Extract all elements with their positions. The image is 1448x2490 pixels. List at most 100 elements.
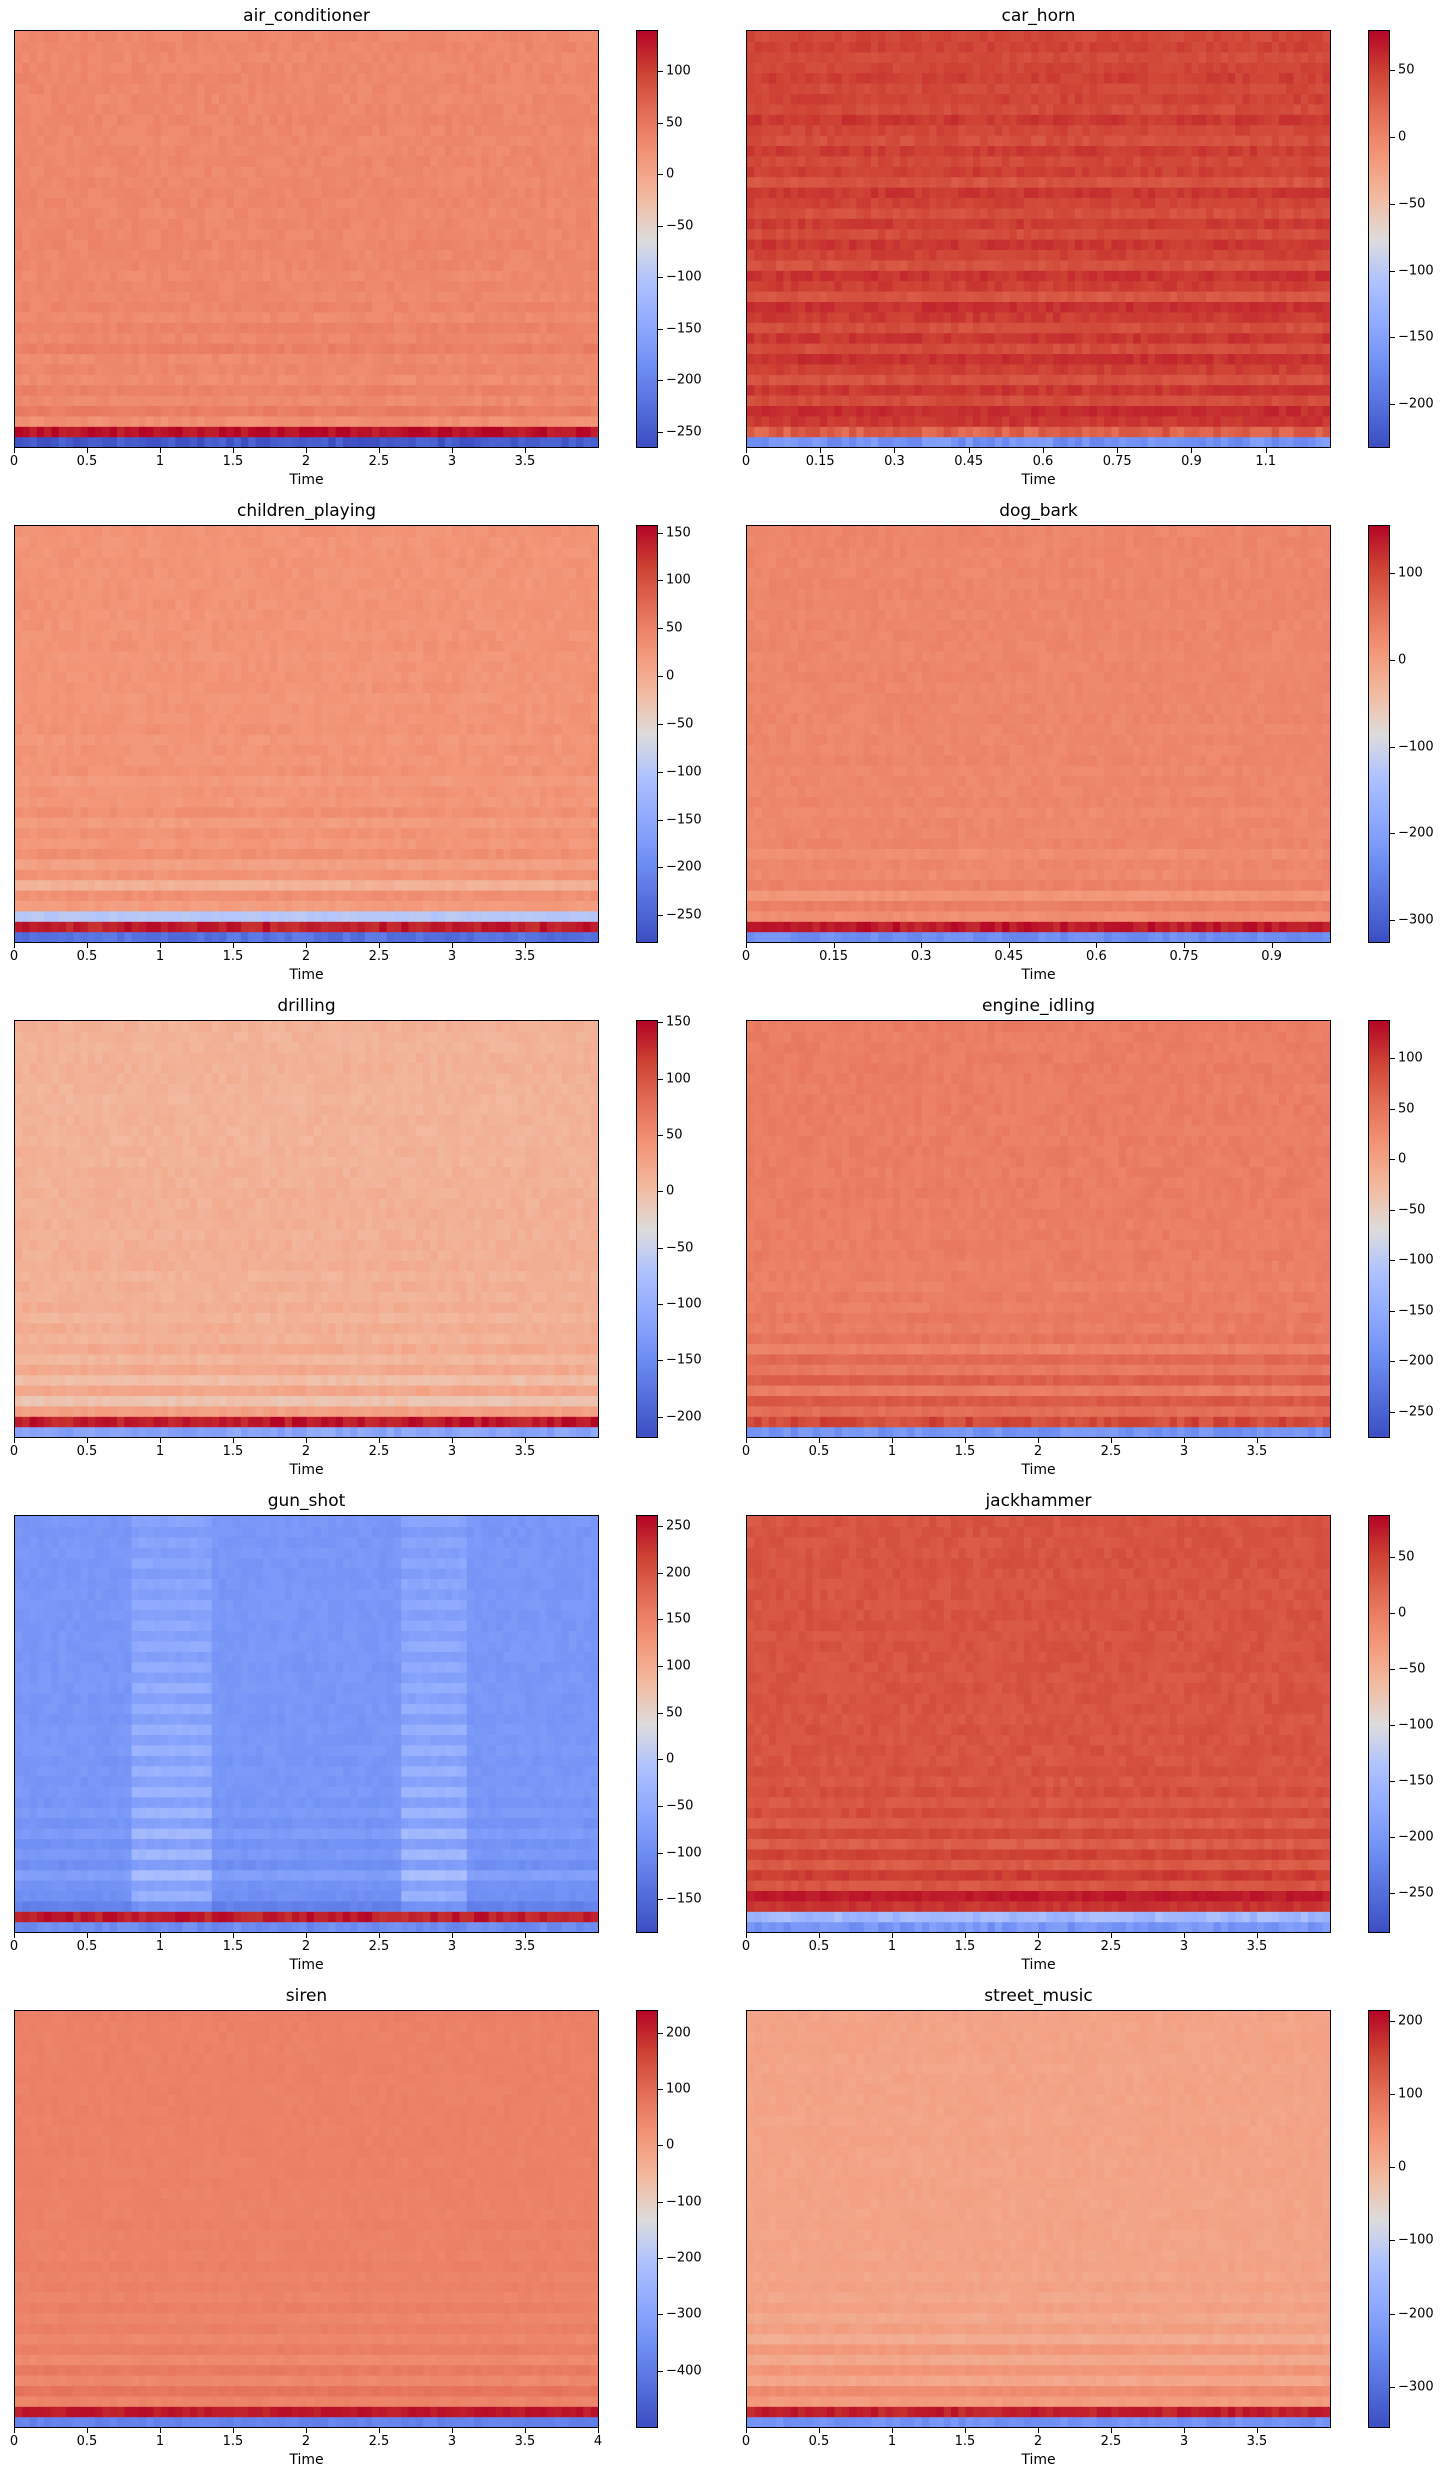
heatmap-cell xyxy=(1191,332,1200,344)
heatmap-cell xyxy=(754,436,763,447)
heatmap-cell xyxy=(44,426,53,438)
heatmap-cell xyxy=(226,72,235,84)
heatmap-cell xyxy=(849,270,857,282)
heatmap-cell xyxy=(980,343,989,354)
heatmap-cell xyxy=(892,405,901,417)
heatmap-cell xyxy=(1060,259,1069,271)
heatmap-cell xyxy=(510,395,519,406)
heatmap-cell xyxy=(335,103,344,115)
heatmap-cell xyxy=(160,384,169,396)
heatmap-cell xyxy=(328,62,337,74)
heatmap-cell xyxy=(590,249,598,261)
heatmap-cell xyxy=(561,363,570,375)
heatmap-cell xyxy=(1308,374,1317,386)
heatmap-cell xyxy=(459,374,468,386)
heatmap-cell xyxy=(892,363,901,375)
heatmap-cell xyxy=(211,436,220,447)
heatmap-cell xyxy=(350,51,359,63)
heatmap-cell xyxy=(401,291,410,302)
heatmap-cell xyxy=(372,218,380,230)
heatmap-cell xyxy=(459,114,468,126)
heatmap-cell xyxy=(204,176,213,188)
heatmap-cell xyxy=(951,239,959,250)
heatmap-cell xyxy=(452,124,461,136)
heatmap-cell xyxy=(131,145,140,157)
heatmap-cell xyxy=(1155,301,1163,313)
heatmap-cell xyxy=(204,426,213,438)
heatmap-cell xyxy=(576,405,585,417)
heatmap-cell xyxy=(972,332,981,344)
heatmap-cell xyxy=(1249,311,1258,323)
heatmap-cell xyxy=(168,291,176,302)
heatmap-cell xyxy=(583,280,592,292)
heatmap-cell xyxy=(1242,363,1251,375)
heatmap-cell xyxy=(929,353,938,365)
heatmap-cell xyxy=(958,280,967,292)
heatmap-cell xyxy=(364,332,373,344)
heatmap-cell xyxy=(109,270,118,282)
heatmap-cell xyxy=(437,187,446,198)
heatmap-cell xyxy=(350,72,359,84)
heatmap-cell xyxy=(153,436,162,447)
heatmap-cell xyxy=(1169,405,1178,417)
heatmap-cell xyxy=(168,415,176,427)
heatmap-cell xyxy=(481,135,490,146)
heatmap-cell xyxy=(153,311,162,323)
heatmap-cell xyxy=(277,228,286,240)
heatmap-cell xyxy=(95,332,104,344)
heatmap-cell xyxy=(401,114,410,126)
heatmap-cell xyxy=(459,353,468,365)
heatmap-cell xyxy=(189,353,198,365)
heatmap-cell xyxy=(291,166,300,178)
heatmap-cell xyxy=(29,207,38,219)
heatmap-cell xyxy=(153,249,162,261)
heatmap-cell xyxy=(488,62,497,74)
heatmap-cell xyxy=(95,155,104,167)
heatmap-cell xyxy=(22,207,31,219)
heatmap-cell xyxy=(827,363,836,375)
heatmap-cell xyxy=(1257,436,1266,447)
heatmap-cell xyxy=(168,72,176,84)
heatmap-cell xyxy=(226,103,235,115)
heatmap-cell xyxy=(44,72,53,84)
heatmap-cell xyxy=(1184,415,1193,427)
heatmap-cell xyxy=(495,291,504,302)
heatmap-cell xyxy=(907,343,916,354)
heatmap-cell xyxy=(401,218,410,230)
heatmap-cell xyxy=(539,228,548,240)
heatmap-cell xyxy=(117,62,125,74)
heatmap-cell xyxy=(1045,353,1054,365)
heatmap-cell xyxy=(270,166,278,178)
heatmap-cell xyxy=(306,363,315,375)
heatmap-cell xyxy=(124,31,133,42)
heatmap-cell xyxy=(204,62,213,74)
heatmap-cell xyxy=(131,374,140,386)
heatmap-cell xyxy=(892,384,901,396)
heatmap-cell xyxy=(1082,291,1091,302)
heatmap-cell xyxy=(255,197,264,209)
heatmap-cell xyxy=(1038,363,1047,375)
heatmap-cell xyxy=(109,415,118,427)
heatmap-cell xyxy=(189,83,198,94)
heatmap-cell xyxy=(401,124,410,136)
heatmap-cell xyxy=(131,228,140,240)
heatmap-cell xyxy=(357,291,366,302)
heatmap-cell xyxy=(124,332,133,344)
heatmap-cell xyxy=(437,436,446,447)
heatmap-cell xyxy=(36,343,45,354)
heatmap-cell xyxy=(102,280,111,292)
heatmap-cell xyxy=(175,311,184,323)
heatmap-cell xyxy=(291,239,300,250)
heatmap-cell xyxy=(1220,291,1229,302)
heatmap-cell xyxy=(1249,291,1258,302)
heatmap-cell xyxy=(783,301,792,313)
heatmap-cell xyxy=(22,41,31,53)
heatmap-cell xyxy=(994,426,1003,438)
heatmap-cell xyxy=(415,301,424,313)
heatmap-cell xyxy=(58,176,67,188)
heatmap-cell xyxy=(776,322,785,334)
heatmap-cell xyxy=(980,353,989,365)
heatmap-cell xyxy=(1315,395,1324,406)
heatmap-cell xyxy=(459,426,468,438)
heatmap-cell xyxy=(372,176,380,188)
